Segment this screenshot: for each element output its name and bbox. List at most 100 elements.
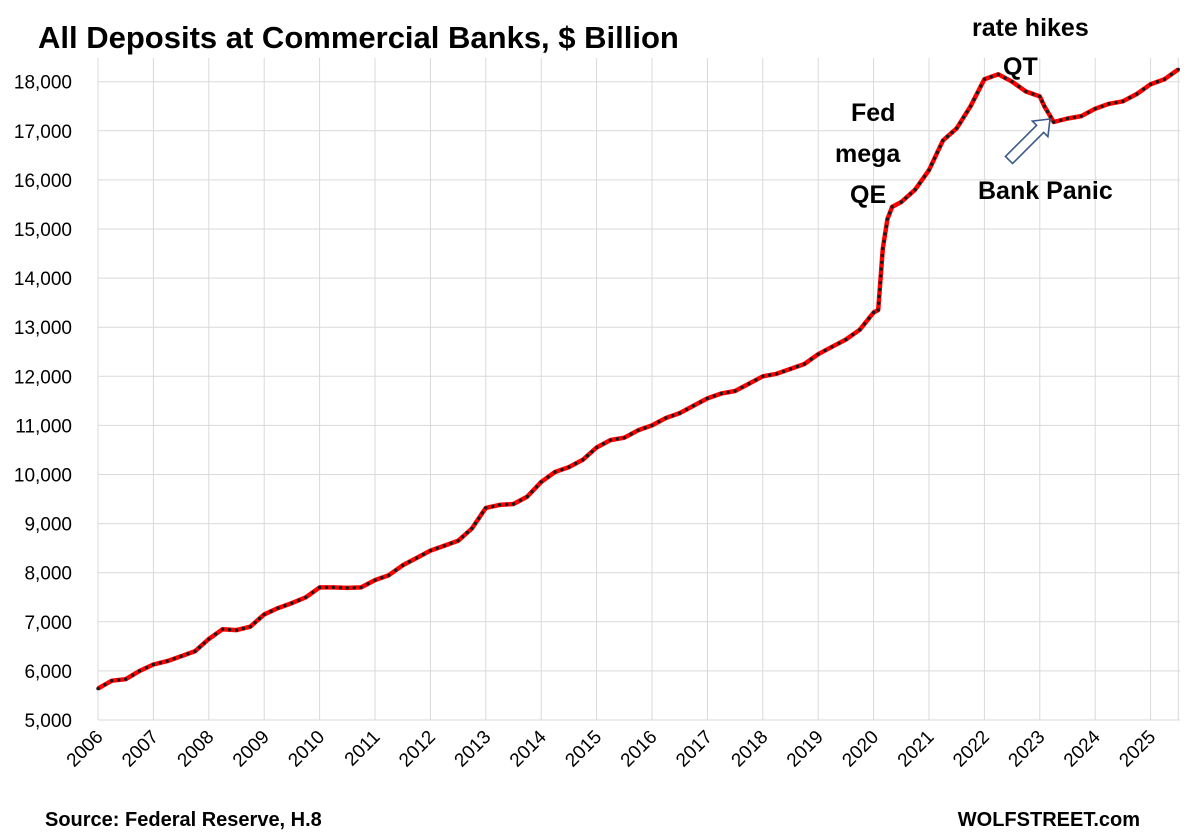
data-point (877, 294, 881, 299)
data-point (754, 378, 758, 382)
data-point (740, 385, 744, 389)
data-point (297, 598, 301, 602)
data-point (317, 585, 322, 590)
data-point (788, 367, 793, 371)
data-point (477, 516, 481, 520)
data-point (601, 442, 606, 446)
data-point (622, 436, 626, 440)
data-point (913, 188, 917, 192)
data-point (387, 573, 391, 577)
data-point (1121, 99, 1125, 104)
data-point (1128, 96, 1132, 100)
data-point (885, 217, 890, 221)
data-point (691, 404, 696, 408)
data-point (965, 110, 969, 114)
data-point (705, 396, 710, 401)
data-point (480, 511, 484, 515)
data-point (144, 666, 149, 670)
data-point (877, 301, 881, 305)
x-axis-ticks: 2006 2007 2008 2009 2010 2011 2012 2013 2014 2015… (63, 726, 1160, 771)
x-tick-label: 2015 (561, 727, 606, 772)
y-tick-label: 5,000 (24, 711, 72, 732)
data-point (546, 475, 550, 479)
data-point (574, 461, 578, 466)
data-point (366, 582, 370, 586)
data-point (950, 130, 954, 135)
y-tick-label: 16,000 (14, 171, 72, 192)
y-tick-label: 13,000 (14, 318, 72, 339)
data-point (214, 632, 218, 636)
data-point (823, 348, 827, 353)
data-point (407, 560, 412, 564)
data-point (941, 138, 945, 143)
x-tick-label: 2017 (672, 727, 717, 772)
y-tick-label: 15,000 (14, 220, 72, 241)
data-point (324, 585, 329, 590)
data-point (257, 616, 262, 621)
deposits-markers (96, 67, 1181, 691)
y-tick-label: 8,000 (24, 564, 72, 585)
data-point (207, 637, 211, 641)
data-point (435, 546, 439, 550)
data-point (304, 595, 308, 599)
chart-title: All Deposits at Commercial Banks, $ Bill… (38, 20, 679, 55)
data-point (1142, 87, 1146, 91)
x-tick-label: 2010 (284, 727, 329, 772)
data-point (103, 682, 107, 687)
data-point (269, 609, 273, 613)
data-point (290, 601, 294, 605)
data-point (883, 232, 887, 236)
data-point (890, 205, 894, 209)
data-point (1086, 110, 1091, 115)
y-tick-label: 12,000 (14, 367, 72, 388)
data-point (867, 316, 871, 320)
data-point (1065, 116, 1070, 121)
data-point (930, 162, 934, 166)
y-tick-label: 9,000 (24, 515, 72, 536)
x-tick-label: 2007 (118, 727, 163, 772)
data-point (862, 322, 867, 326)
data-point (899, 200, 903, 204)
x-tick-label: 2014 (506, 726, 551, 771)
y-tick-label: 18,000 (14, 73, 72, 94)
y-axis-ticks: 5,000 6,000 7,000 8,000 9,000 10,000 11,000 12,… (14, 73, 72, 732)
watermark: WOLFSTREET.com (958, 809, 1140, 831)
data-point (504, 502, 509, 507)
data-point (1107, 102, 1111, 106)
x-tick-label: 2012 (395, 727, 440, 772)
data-point (1040, 99, 1044, 104)
annotation-bank-panic: Bank Panic (978, 177, 1113, 205)
data-point (197, 645, 202, 649)
data-point (719, 391, 723, 396)
x-tick-label: 2021 (894, 727, 939, 772)
deposits-line (96, 67, 1180, 691)
data-point (1148, 82, 1153, 86)
data-point (945, 134, 950, 139)
data-point (733, 389, 737, 393)
data-point (1135, 92, 1139, 96)
data-point (774, 372, 779, 376)
x-tick-label: 2019 (783, 727, 828, 772)
data-point (876, 308, 880, 312)
data-point (684, 407, 689, 412)
data-point (442, 544, 446, 548)
grid (97, 58, 1180, 721)
data-point (1045, 109, 1050, 114)
data-point (932, 156, 937, 160)
data-point (768, 373, 772, 377)
x-tick-label: 2011 (341, 727, 385, 771)
data-point (1072, 115, 1077, 120)
data-point (202, 641, 206, 645)
deposits-series (96, 67, 1180, 691)
data-point (473, 521, 478, 526)
data-point (871, 310, 876, 315)
data-point (747, 382, 751, 386)
x-tick-label: 2022 (949, 727, 994, 772)
data-point (401, 563, 405, 567)
data-point (585, 454, 590, 458)
data-point (518, 498, 523, 502)
source-note: Source: Federal Reserve, H.8 (45, 809, 322, 831)
data-point (373, 578, 377, 582)
data-point (809, 357, 813, 361)
